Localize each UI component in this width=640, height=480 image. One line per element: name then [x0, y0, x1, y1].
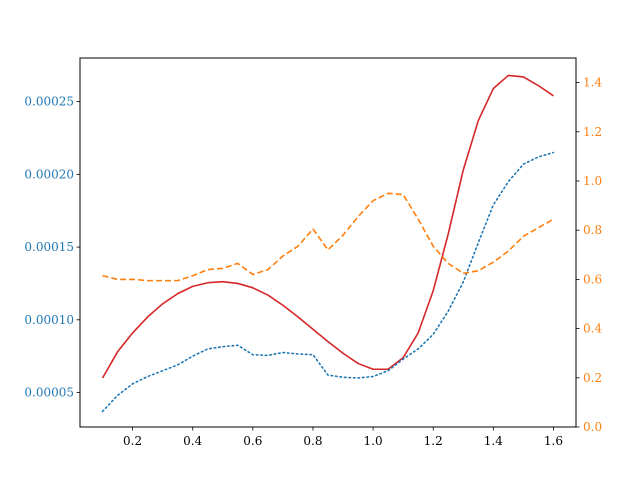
series-line-3: [102, 192, 554, 282]
right-y-tick-label: 0.8: [583, 223, 602, 237]
x-tick-label: 1.4: [484, 434, 503, 448]
right-y-tick-label: 1.2: [583, 125, 602, 139]
x-tick-label: 1.0: [364, 434, 383, 448]
right-y-tick-label: 1.4: [583, 76, 602, 90]
left-y-tick-label: 0.00010: [24, 313, 74, 327]
x-tick-label: 0.4: [183, 434, 202, 448]
plot-background: [80, 58, 576, 427]
series-line-2: [101, 151, 555, 413]
left-y-tick-label: 0.00025: [24, 95, 74, 109]
x-tick-label: 0.8: [303, 434, 322, 448]
right-y-tick-label: 1.0: [583, 174, 602, 188]
left-y-tick-label: 0.00020: [24, 167, 74, 181]
x-tick-label: 0.2: [123, 434, 142, 448]
x-axis: 0.2 0.4 0.6 0.8 1.0 1.2 1.4 1.6: [123, 427, 563, 448]
series-line-1: [101, 74, 554, 379]
x-tick-label: 1.2: [424, 434, 443, 448]
right-y-tick-label: 0.0: [583, 420, 602, 434]
right-y-tick-label: 0.2: [583, 371, 602, 385]
left-y-axis: 0.00005 0.00010 0.00015 0.00020 0.00025: [24, 95, 80, 400]
left-y-tick-label: 0.00005: [24, 386, 74, 400]
right-y-tick-label: 0.6: [583, 272, 602, 286]
plot-frame: [79, 57, 577, 428]
series-layer: [101, 74, 555, 413]
left-y-tick-label: 0.00015: [24, 240, 74, 254]
x-tick-label: 0.6: [243, 434, 262, 448]
right-y-axis: 0.0 0.2 0.4 0.6 0.8 1.0 1.2 1.4: [576, 76, 602, 434]
x-tick-label: 1.6: [544, 434, 563, 448]
right-y-tick-label: 0.4: [583, 322, 602, 336]
